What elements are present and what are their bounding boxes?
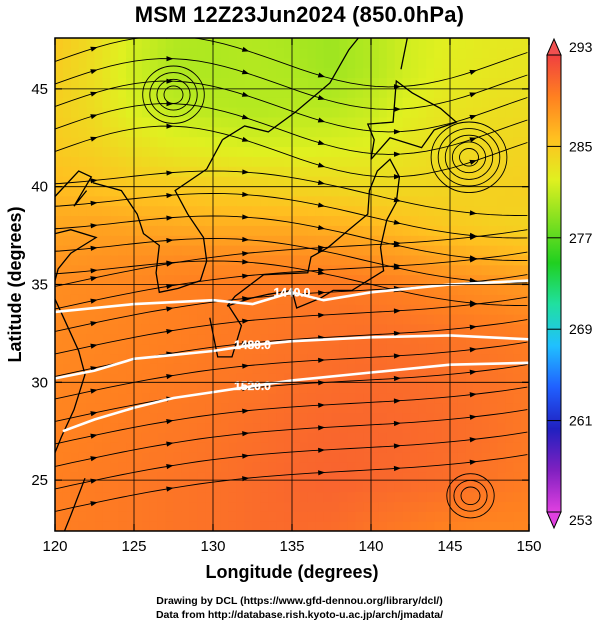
temperature-field [55, 38, 529, 531]
colorbar-tick-label: 293 [569, 39, 593, 55]
y-tick-label: 35 [31, 277, 48, 294]
colorbar-tick-label: 285 [569, 138, 593, 154]
x-tick-label: 140 [358, 538, 383, 555]
colorbar-min-arrow [546, 511, 562, 530]
y-tick-label: 45 [31, 81, 48, 98]
x-tick-label: 135 [279, 538, 304, 555]
y-tick-label: 40 [31, 179, 48, 196]
colorbar-tick-label: 253 [569, 512, 593, 528]
colorbar-max-arrow [546, 37, 562, 56]
credit-data-source: Data from http://database.rish.kyoto-u.a… [155, 609, 444, 621]
y-tick-label: 30 [31, 374, 48, 391]
colorbar-tick-label: 269 [569, 321, 593, 337]
colorbar-scale [546, 54, 562, 513]
contour-label: 1480.0 [234, 338, 271, 352]
grid-lines [55, 38, 529, 531]
credit-dcl: Drawing by DCL (https://www.gfd-dennou.o… [156, 595, 443, 607]
chart-title: MSM 12Z23Jun2024 (850.0hPa) [134, 2, 465, 27]
y-axis-label: Latitude (degrees) [5, 206, 25, 362]
x-tick-label: 130 [200, 538, 225, 555]
colorbar-tick-label: 261 [569, 413, 593, 429]
colorbar: 293 285 277 269 261 253 [546, 37, 593, 530]
axes: 120 125 130 135 140 145 150 25 30 35 40 45 [31, 38, 542, 555]
wind-streamlines [55, 38, 528, 519]
colorbar-tick-label: 277 [569, 230, 593, 246]
x-axis-label: Longitude (degrees) [205, 562, 378, 582]
x-tick-label: 125 [121, 538, 146, 555]
contour-label: 1520.0 [234, 379, 271, 393]
coastlines [55, 38, 458, 531]
wind-arrows [90, 38, 477, 507]
x-tick-label: 145 [437, 538, 462, 555]
x-tick-label: 120 [42, 538, 67, 555]
y-tick-label: 25 [31, 472, 48, 489]
x-tick-label: 150 [516, 538, 541, 555]
contour-line-1520.0 [62, 361, 529, 433]
contour-line-1480.0 [55, 334, 529, 380]
